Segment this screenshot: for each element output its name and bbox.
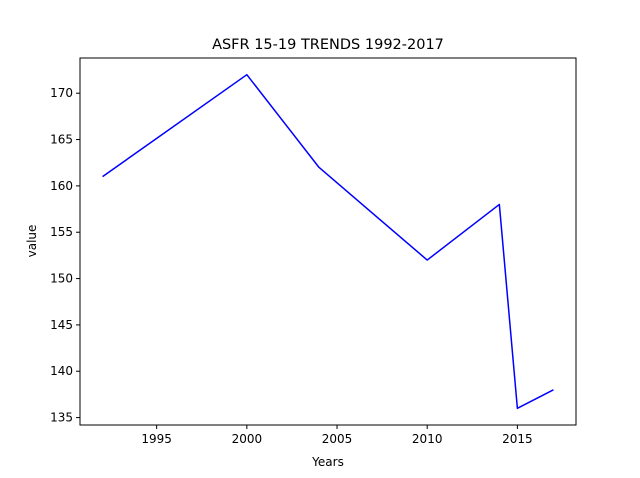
series-line-0 — [102, 73, 554, 410]
x-tick-label-3: 2010 — [412, 432, 443, 446]
axes-frame — [79, 57, 577, 426]
x-tick-label-1: 2000 — [232, 432, 263, 446]
x-tick-label-4: 2015 — [502, 432, 533, 446]
y-tick-label-4: 155 — [50, 225, 73, 239]
chart-title: ASFR 15-19 TRENDS 1992-2017 — [212, 37, 444, 53]
y-tick-label-2: 145 — [50, 318, 73, 332]
y-tick-label-5: 160 — [50, 179, 73, 193]
y-tick-label-7: 170 — [50, 86, 73, 100]
plot-area: 1995 2000 2005 2010 2015 135 140 145 150 155 160 16… — [50, 57, 577, 446]
y-tick-label-3: 150 — [50, 272, 73, 286]
y-axis-label: value — [25, 225, 39, 258]
y-tick-label-0: 135 — [50, 411, 73, 425]
x-axis-label: Years — [311, 455, 344, 469]
x-tick-label-2: 2005 — [322, 432, 353, 446]
x-tick-label-0: 1995 — [141, 432, 172, 446]
y-tick-label-6: 165 — [50, 133, 73, 147]
y-tick-label-1: 140 — [50, 364, 73, 378]
